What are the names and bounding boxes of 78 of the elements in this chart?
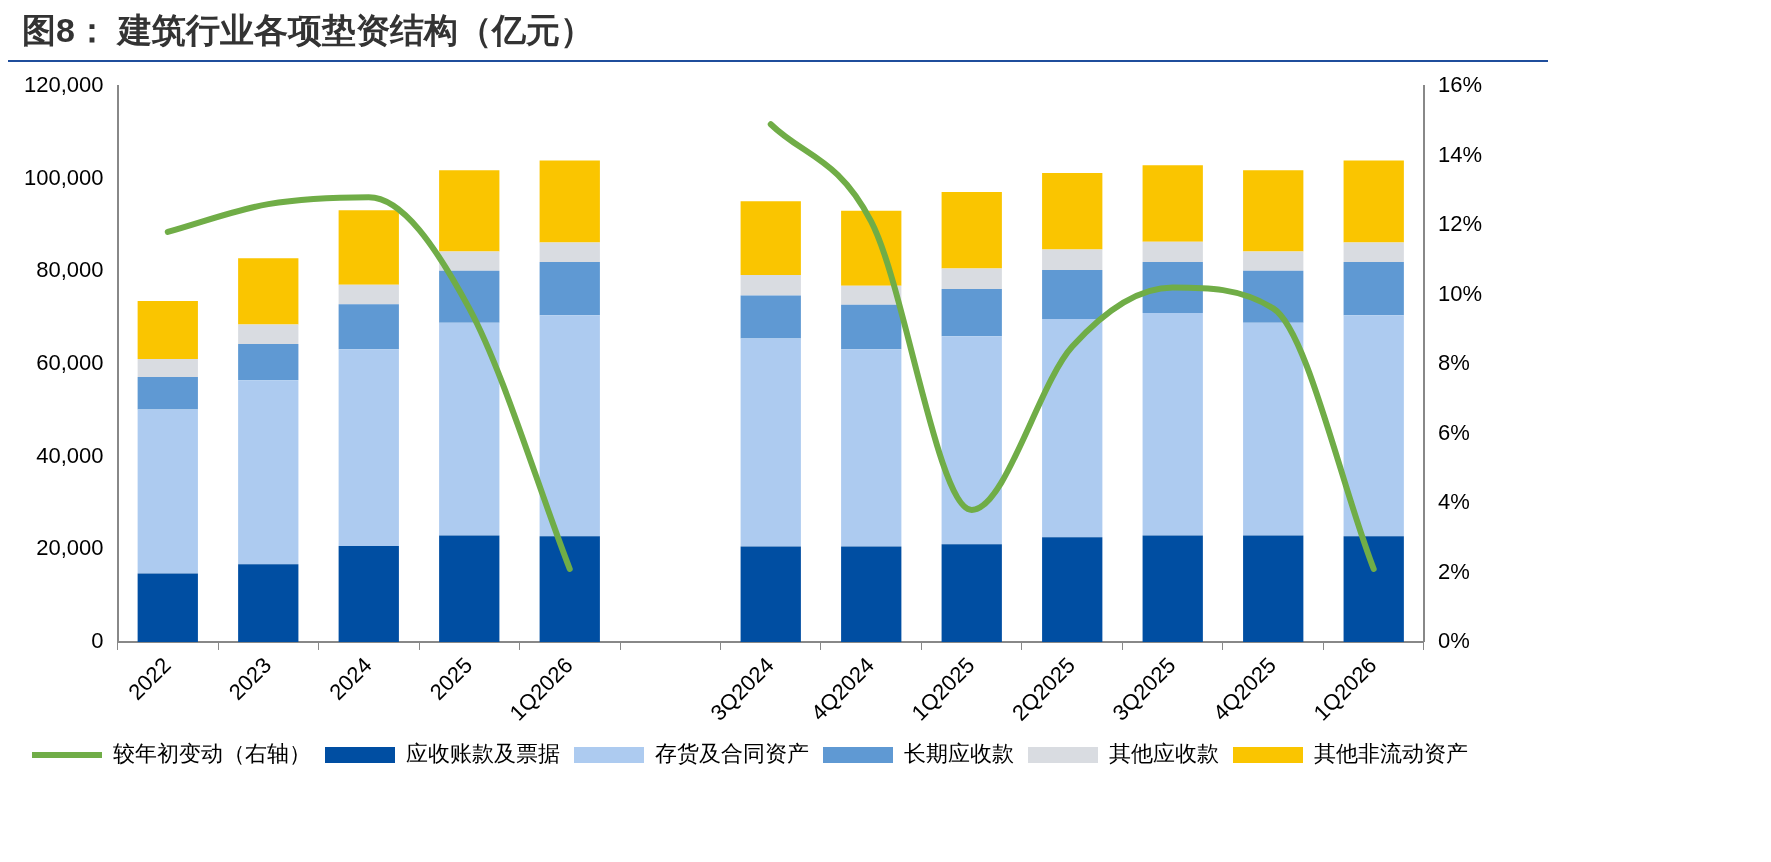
y-tick-label: 100,000 bbox=[23, 164, 104, 190]
y2-tick-label: 0% bbox=[1437, 628, 1470, 654]
bar bbox=[1243, 251, 1304, 271]
y2-tick-label: 4% bbox=[1437, 489, 1470, 515]
bar bbox=[1142, 313, 1203, 536]
bar bbox=[941, 288, 1002, 337]
y2-tick-label: 14% bbox=[1437, 141, 1483, 167]
bar bbox=[338, 210, 399, 285]
chart-title: 图8： 建筑行业各项垫资结构（亿元） bbox=[21, 10, 596, 51]
legend-label: 应收账款及票据 bbox=[406, 741, 560, 767]
bar bbox=[238, 380, 299, 565]
bar bbox=[137, 358, 198, 377]
bar bbox=[1142, 241, 1203, 263]
bar bbox=[1042, 249, 1103, 270]
y-tick-label: 120,000 bbox=[23, 72, 104, 98]
bar bbox=[941, 544, 1002, 642]
bar bbox=[1042, 173, 1103, 250]
bar bbox=[841, 546, 902, 642]
bar bbox=[338, 546, 399, 642]
bar bbox=[439, 170, 500, 252]
bar bbox=[238, 258, 299, 325]
y2-tick-label: 2% bbox=[1437, 558, 1470, 584]
bar bbox=[740, 275, 801, 296]
legend-label: 其他应收款 bbox=[1109, 741, 1219, 767]
bar bbox=[439, 322, 500, 536]
bar bbox=[740, 338, 801, 547]
bar bbox=[1343, 262, 1404, 316]
bar bbox=[941, 192, 1002, 269]
legend-label: 长期应收款 bbox=[904, 741, 1014, 767]
bar bbox=[1343, 536, 1404, 642]
bar bbox=[1343, 160, 1404, 243]
bar bbox=[238, 344, 299, 381]
y2-tick-label: 16% bbox=[1437, 72, 1483, 98]
bar bbox=[439, 251, 500, 271]
bar bbox=[539, 536, 600, 642]
bar bbox=[338, 284, 399, 305]
bar bbox=[1042, 269, 1103, 320]
y-tick-label: 40,000 bbox=[36, 442, 104, 468]
bar bbox=[1243, 170, 1304, 252]
bar bbox=[740, 295, 801, 339]
y2-tick-label: 6% bbox=[1437, 419, 1470, 445]
legend-label: 较年初变动（右轴） bbox=[113, 741, 311, 767]
y-tick-label: 60,000 bbox=[36, 350, 104, 376]
bar bbox=[841, 349, 902, 547]
bar bbox=[941, 268, 1002, 289]
bar bbox=[1343, 242, 1404, 263]
legend-label: 存货及合同资产 bbox=[655, 741, 809, 767]
bar bbox=[1042, 537, 1103, 642]
bar bbox=[137, 376, 198, 410]
bar bbox=[941, 336, 1002, 545]
legend-label: 其他非流动资产 bbox=[1314, 741, 1468, 767]
bar bbox=[338, 304, 399, 350]
bar bbox=[539, 160, 600, 243]
bar bbox=[539, 315, 600, 537]
bar bbox=[338, 349, 399, 547]
bar bbox=[137, 300, 198, 359]
bar bbox=[740, 546, 801, 642]
bar bbox=[539, 262, 600, 316]
bar bbox=[238, 564, 299, 642]
bar bbox=[439, 535, 500, 642]
bar bbox=[841, 304, 902, 350]
bar bbox=[1142, 535, 1203, 642]
bar bbox=[1343, 315, 1404, 537]
y-tick-label: 20,000 bbox=[36, 535, 104, 561]
bar bbox=[238, 324, 299, 345]
y2-tick-label: 12% bbox=[1437, 211, 1483, 237]
bar bbox=[1042, 319, 1103, 538]
bar bbox=[1142, 165, 1203, 242]
y-tick-label: 0 bbox=[91, 628, 104, 654]
bar bbox=[137, 409, 198, 574]
bar bbox=[539, 242, 600, 263]
y2-tick-label: 8% bbox=[1437, 350, 1470, 376]
bar bbox=[740, 201, 801, 276]
bar bbox=[1243, 535, 1304, 642]
bar bbox=[1243, 322, 1304, 536]
y2-tick-label: 10% bbox=[1437, 280, 1483, 306]
bar bbox=[137, 573, 198, 642]
y-tick-label: 80,000 bbox=[36, 257, 104, 283]
